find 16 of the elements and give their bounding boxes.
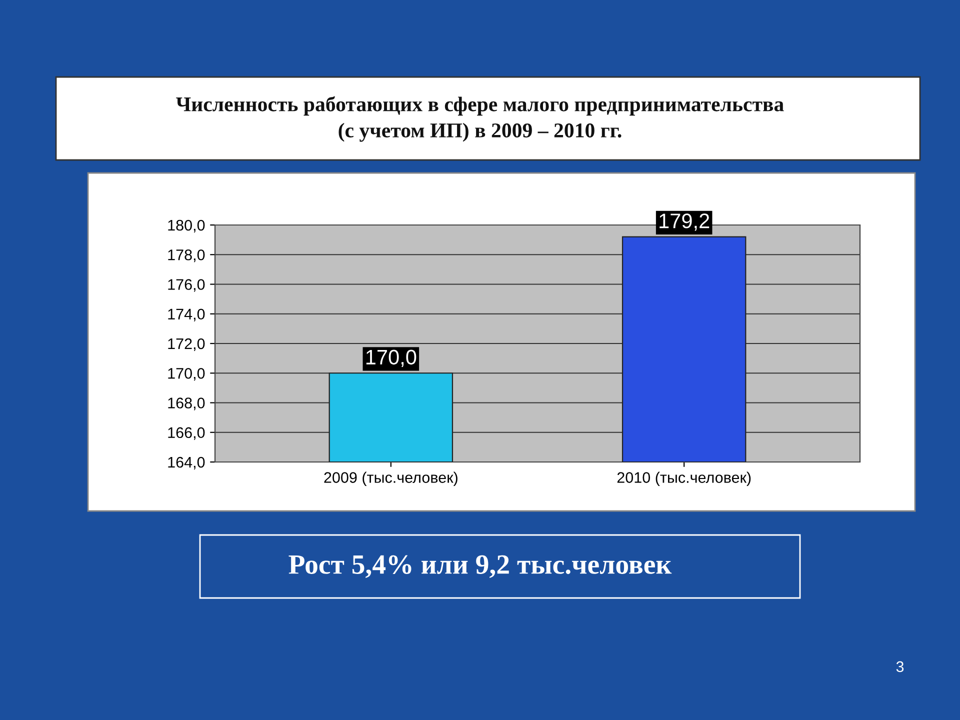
x-tick-label: 2010 (тыс.человек) <box>617 472 751 486</box>
y-tick-label: 174,0 <box>168 308 205 322</box>
y-tick-label: 176,0 <box>168 279 205 292</box>
y-tick-label: 178,0 <box>168 249 205 262</box>
chart-title: Численность работающих в сфере малого предпринимательства (с учетом ИП) в 2009 – 2010 гг. <box>176 96 784 142</box>
y-tick-label: 180,0 <box>168 220 205 232</box>
y-tick-label: 166,0 <box>168 427 205 440</box>
text: 3 <box>896 661 904 672</box>
y-tick-label: 170,0 <box>168 368 205 381</box>
x-tick-label: 2009 (тыс.человек) <box>324 472 458 486</box>
text: Рост 5,4% или 9,2 тыс.человек <box>288 555 672 578</box>
data-label: 170,0 <box>366 350 416 368</box>
y-tick-label: 164,0 <box>168 456 205 470</box>
y-tick-label: 172,0 <box>168 338 205 351</box>
y-tick-label: 168,0 <box>168 398 205 410</box>
data-label: 179,2 <box>660 214 710 231</box>
